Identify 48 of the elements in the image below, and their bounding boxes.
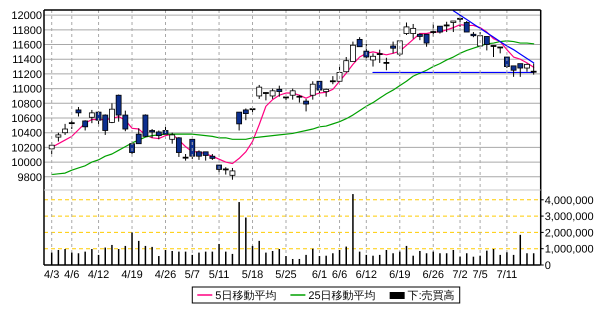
candlestick	[76, 106, 82, 118]
candlestick	[384, 57, 390, 71]
y-tick-label: 10600	[11, 113, 42, 125]
x-tick-label: 5/7	[184, 269, 200, 281]
x-tick-label: 5/25	[275, 269, 297, 281]
candlestick	[303, 98, 309, 112]
legend-label: 下:売買高	[408, 289, 455, 302]
x-tick-label: 6/6	[332, 269, 348, 281]
x-tick-label: 7/2	[452, 269, 468, 281]
y-tick-label: 11600	[12, 40, 42, 52]
y-tick-label: 10800	[11, 98, 42, 110]
candlestick	[62, 123, 68, 136]
candlestick	[464, 20, 470, 33]
x-tick-label: 4/26	[154, 269, 176, 281]
legend-label: 5日移動平均	[215, 290, 276, 302]
candlestick	[450, 20, 456, 33]
x-tick-label: 4/12	[88, 269, 110, 281]
candlestick	[82, 120, 88, 131]
x-tick-label: 6/12	[356, 269, 378, 281]
y-tick-label: 10400	[11, 128, 42, 140]
y-tick-label: 1,000,000	[544, 244, 594, 256]
candlestick	[290, 88, 296, 100]
x-tick-label: 6/26	[422, 269, 444, 281]
x-tick-label: 4/6	[64, 269, 80, 281]
x-tick-label: 6/1	[312, 269, 328, 281]
legend-label: 25日移動平均	[308, 290, 376, 302]
y-tick-label: 11400	[12, 54, 42, 66]
y-tick-label: 10200	[11, 142, 42, 154]
y-tick-label: 0	[544, 260, 551, 272]
y-tick-label: 11200	[12, 68, 42, 81]
y-tick-label: 11800	[12, 24, 42, 37]
x-tick-label: 7/11	[496, 269, 518, 281]
y-tick-label: 11000	[12, 84, 42, 96]
y-tick-label: 3,000,000	[544, 211, 594, 224]
candlestick	[376, 49, 383, 64]
candlestick	[230, 167, 236, 180]
x-tick-label: 7/5	[472, 269, 488, 281]
x-tick-label: 6/19	[389, 269, 410, 281]
y-tick-label: 9800	[18, 172, 42, 184]
y-tick-label: 4,000,000	[544, 194, 594, 207]
line-series	[452, 10, 534, 64]
y-tick-label: 10000	[11, 157, 42, 170]
y-tick-label: 2,000,000	[544, 227, 594, 240]
x-tick-label: 5/11	[208, 269, 230, 281]
x-tick-label: 4/19	[121, 269, 143, 281]
y-tick-label: 12000	[11, 10, 42, 22]
x-tick-label: 4/3	[44, 269, 60, 281]
x-tick-label: 5/18	[242, 269, 264, 281]
